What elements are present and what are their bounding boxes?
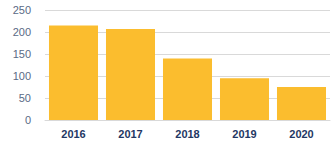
svg-text:2018: 2018 — [175, 128, 199, 140]
svg-text:2020: 2020 — [289, 128, 313, 140]
svg-text:200: 200 — [13, 26, 31, 38]
svg-text:100: 100 — [13, 70, 31, 82]
svg-text:2019: 2019 — [232, 128, 256, 140]
svg-text:150: 150 — [13, 48, 31, 60]
svg-text:50: 50 — [19, 92, 31, 104]
svg-text:2016: 2016 — [61, 128, 85, 140]
svg-text:0: 0 — [25, 114, 31, 126]
svg-text:250: 250 — [13, 4, 31, 16]
svg-text:2017: 2017 — [118, 128, 142, 140]
